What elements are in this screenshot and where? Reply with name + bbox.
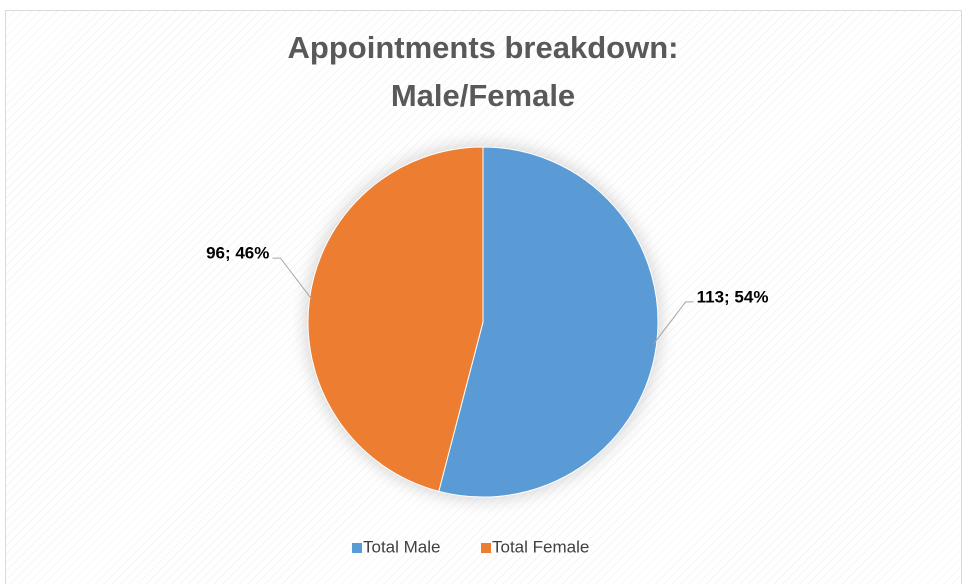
- legend-swatch: [481, 543, 491, 553]
- legend-swatch: [352, 543, 362, 553]
- chart-title: Male/Female: [391, 78, 575, 113]
- data-label: 113; 54%: [697, 287, 769, 306]
- legend-label: Total Male: [363, 537, 440, 556]
- chart-title: Appointments breakdown:: [288, 30, 679, 65]
- pie-slice: [438, 146, 659, 498]
- pie-slice: [307, 146, 484, 492]
- leader-line: [653, 301, 694, 345]
- legend-label: Total Female: [492, 537, 589, 556]
- data-label: 96; 46%: [206, 244, 269, 263]
- leader-line: [272, 257, 313, 301]
